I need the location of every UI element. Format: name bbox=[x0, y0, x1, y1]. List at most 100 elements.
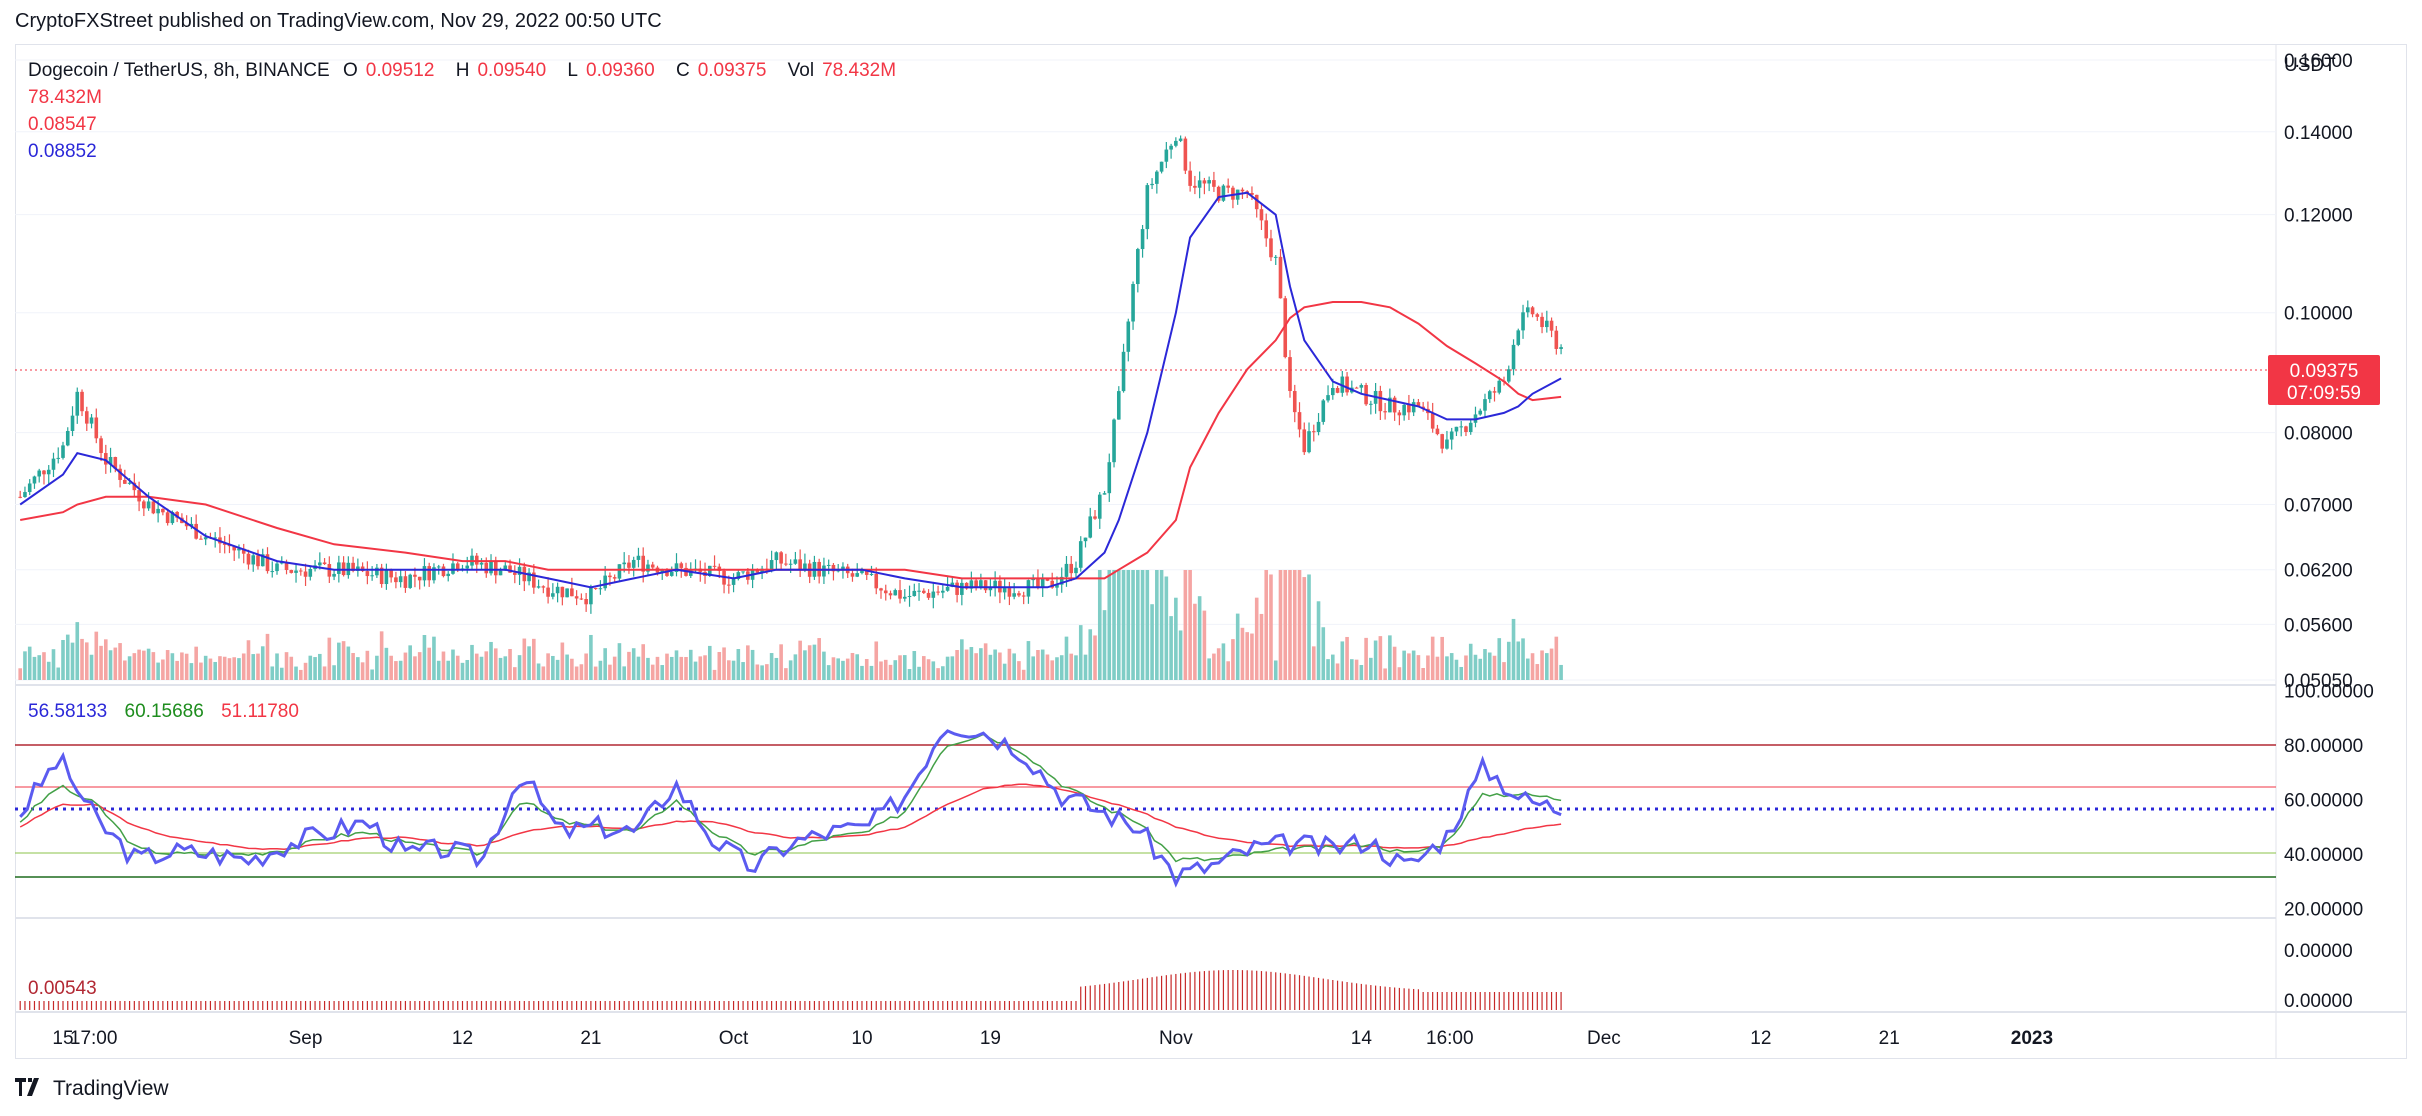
legend-volume-line[interactable]: 78.432M bbox=[28, 87, 102, 108]
candle-body bbox=[61, 445, 65, 458]
volume-bar bbox=[351, 653, 355, 680]
time-tick-label: 10 bbox=[851, 1028, 872, 1049]
volume-bar bbox=[1292, 570, 1297, 680]
legend-ma-blue[interactable]: 0.08852 bbox=[28, 141, 97, 162]
volume-bar bbox=[798, 640, 802, 680]
volume-bar bbox=[1021, 669, 1026, 680]
hist-tick-label: 0.00000 bbox=[2284, 941, 2353, 962]
volume-bar bbox=[298, 669, 303, 680]
candle-body bbox=[1207, 180, 1211, 184]
volume-bar bbox=[1278, 570, 1283, 680]
candle-body bbox=[137, 490, 141, 502]
candle-body bbox=[1378, 390, 1383, 412]
volume-bar bbox=[346, 646, 351, 680]
time-tick-label: 17:00 bbox=[70, 1028, 118, 1049]
volume-bar bbox=[1140, 570, 1145, 680]
legend-ma-red[interactable]: 0.08547 bbox=[28, 114, 97, 135]
candle-body bbox=[1012, 593, 1016, 597]
candle-body bbox=[1164, 149, 1169, 162]
candle-body bbox=[441, 566, 446, 577]
hist-tick-label: 0.00000 bbox=[2284, 991, 2353, 1012]
candle-body bbox=[1240, 189, 1245, 192]
candle-body bbox=[1259, 209, 1264, 221]
candle-body bbox=[1097, 494, 1102, 519]
pane-separators bbox=[15, 44, 2407, 1059]
time-tick-label: 12 bbox=[1750, 1028, 1771, 1049]
volume-bar bbox=[612, 656, 617, 680]
candle-body bbox=[1430, 413, 1435, 429]
rsi-axis[interactable]: 100.00000 80.00000 60.00000 40.00000 20.0000… bbox=[2284, 682, 2374, 921]
candle-body bbox=[1159, 161, 1164, 172]
candle-body bbox=[199, 538, 203, 540]
volume-bar bbox=[318, 653, 322, 680]
candle-body bbox=[822, 565, 826, 577]
candle-body bbox=[1459, 426, 1464, 428]
histogram-legend[interactable]: 0.00543 bbox=[28, 978, 97, 999]
candle-body bbox=[1530, 307, 1535, 315]
volume-bar bbox=[1506, 641, 1511, 680]
candle-body bbox=[736, 572, 741, 579]
volume-bar bbox=[498, 657, 503, 680]
chart-frame[interactable] bbox=[15, 44, 2407, 1059]
volume-bar bbox=[75, 622, 80, 680]
tradingview-logo[interactable]: TradingView bbox=[15, 1076, 169, 1102]
volume-bar bbox=[1468, 643, 1473, 680]
volume-bar bbox=[1445, 656, 1449, 680]
candle-body bbox=[75, 391, 80, 416]
volume-bar bbox=[61, 639, 65, 680]
candle-body bbox=[1269, 238, 1273, 258]
candle-body bbox=[427, 566, 431, 581]
price-axis[interactable]: USDT 0.16000 0.14000 0.12000 0.10000 0.08000… bbox=[2284, 51, 2353, 692]
tradingview-logo-icon bbox=[15, 1076, 45, 1102]
volume-bar bbox=[1169, 616, 1173, 680]
candle-body bbox=[70, 415, 75, 431]
volume-bar bbox=[313, 657, 317, 680]
candle-body bbox=[646, 564, 650, 572]
volume-bar bbox=[646, 657, 650, 680]
candle-body bbox=[1435, 428, 1440, 435]
volume-bar bbox=[945, 656, 950, 680]
volume-bar bbox=[189, 663, 194, 680]
candle-body bbox=[184, 523, 189, 527]
candle-body bbox=[1554, 330, 1559, 349]
volume-bar bbox=[841, 660, 845, 680]
volume-bar bbox=[1545, 653, 1549, 680]
last-price-countdown: 07:09:59 bbox=[2287, 383, 2361, 404]
volume-bar bbox=[803, 650, 807, 680]
candle-body bbox=[80, 391, 84, 412]
candle-body bbox=[32, 476, 37, 484]
volume-bar bbox=[1136, 570, 1140, 680]
volume-bar bbox=[451, 649, 455, 680]
volume-bar bbox=[1145, 570, 1150, 680]
candle-body bbox=[893, 590, 898, 596]
volume-bar bbox=[993, 649, 997, 680]
candle-body bbox=[237, 548, 241, 551]
candle-body bbox=[18, 496, 22, 498]
candle-body bbox=[89, 417, 94, 424]
candle-body bbox=[926, 592, 931, 598]
rsi-legend[interactable]: 56.58133 60.15686 51.11780 bbox=[28, 701, 311, 723]
legend-ohlc-row[interactable]: Dogecoin / TetherUS, 8h, BINANCE O 0.0951… bbox=[28, 57, 912, 84]
volume-bar bbox=[727, 660, 731, 680]
candle-body bbox=[337, 562, 341, 574]
candle-body bbox=[969, 580, 974, 589]
volume-bar bbox=[436, 660, 441, 680]
candle-body bbox=[389, 570, 393, 578]
candle-body bbox=[1545, 320, 1549, 328]
candle-body bbox=[1411, 402, 1416, 413]
legend-symbol[interactable]: Dogecoin / TetherUS, 8h, BINANCE bbox=[28, 60, 330, 81]
volume-bar bbox=[203, 655, 208, 680]
volume-bar bbox=[926, 659, 931, 680]
candle-body bbox=[508, 565, 512, 573]
volume-bar bbox=[493, 648, 498, 680]
histogram-axis[interactable]: 0.00000 0.00000 bbox=[2284, 941, 2353, 1012]
volume-bar bbox=[1226, 661, 1230, 680]
candle-body bbox=[1402, 404, 1406, 416]
candle-body bbox=[784, 563, 788, 565]
volume-bar bbox=[755, 664, 760, 680]
candle-body bbox=[1212, 180, 1216, 187]
candle-body bbox=[222, 543, 227, 545]
volume-bar bbox=[251, 654, 256, 680]
